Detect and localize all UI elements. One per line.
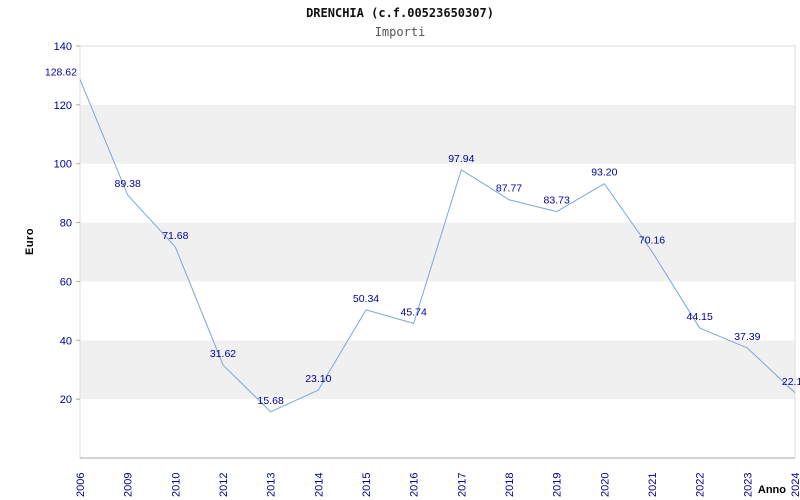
value-label: 70.16 (639, 235, 665, 247)
line-series (79, 79, 796, 413)
value-label: 31.62 (210, 348, 236, 360)
x-tick-label: 2012 (218, 473, 230, 497)
x-tick-label: 2015 (361, 473, 373, 497)
x-tick-label: 2021 (647, 473, 659, 497)
value-label: 128.62 (45, 66, 77, 78)
value-label: 44.15 (687, 311, 713, 323)
grid-band (80, 399, 795, 458)
value-label: 83.73 (544, 195, 570, 207)
x-tick-label: 2016 (409, 473, 421, 497)
x-tick-label: 2017 (456, 473, 468, 497)
value-label: 22.16 (782, 376, 800, 388)
value-label: 87.77 (496, 183, 522, 195)
grid-band (80, 222, 795, 282)
value-label: 15.68 (258, 395, 284, 407)
value-label: 50.34 (353, 293, 379, 305)
value-label: 97.94 (448, 153, 474, 165)
x-tick-label: 2022 (695, 473, 707, 497)
y-tick-label: 20 (60, 394, 72, 406)
grid-band (80, 340, 795, 400)
value-label: 89.38 (115, 178, 141, 190)
x-tick-label: 2024 (790, 473, 800, 497)
x-tick-label: 2020 (599, 473, 611, 497)
x-tick-label: 2009 (123, 473, 135, 497)
value-label: 23.10 (305, 373, 331, 385)
x-tick-label: 2019 (552, 473, 564, 497)
x-tick-label: 2014 (313, 473, 325, 497)
value-label: 71.68 (162, 230, 188, 242)
chart-title: DRENCHIA (c.f.00523650307) (306, 6, 494, 20)
y-tick-label: 60 (60, 276, 72, 288)
x-tick-label: 2010 (170, 473, 182, 497)
x-tick-label: 2013 (266, 473, 278, 497)
y-tick-label: 80 (60, 218, 72, 230)
y-tick-label: 140 (54, 41, 72, 53)
x-axis-title: Anno (757, 484, 786, 496)
y-tick-label: 40 (60, 335, 72, 347)
grid-band (80, 104, 795, 164)
value-label: 37.39 (734, 331, 760, 343)
x-tick-label: 2018 (504, 473, 516, 497)
x-tick-label: 2023 (742, 473, 754, 497)
y-tick-label: 100 (54, 159, 72, 171)
y-tick-label: 120 (54, 100, 72, 112)
grid-band (80, 163, 795, 223)
value-label: 93.20 (591, 167, 617, 179)
grid-band (80, 46, 795, 105)
x-tick-label: 2006 (75, 473, 87, 497)
grid-band (80, 281, 795, 341)
value-label: 45.74 (401, 306, 427, 318)
chart-subtitle: Importi (374, 25, 426, 39)
